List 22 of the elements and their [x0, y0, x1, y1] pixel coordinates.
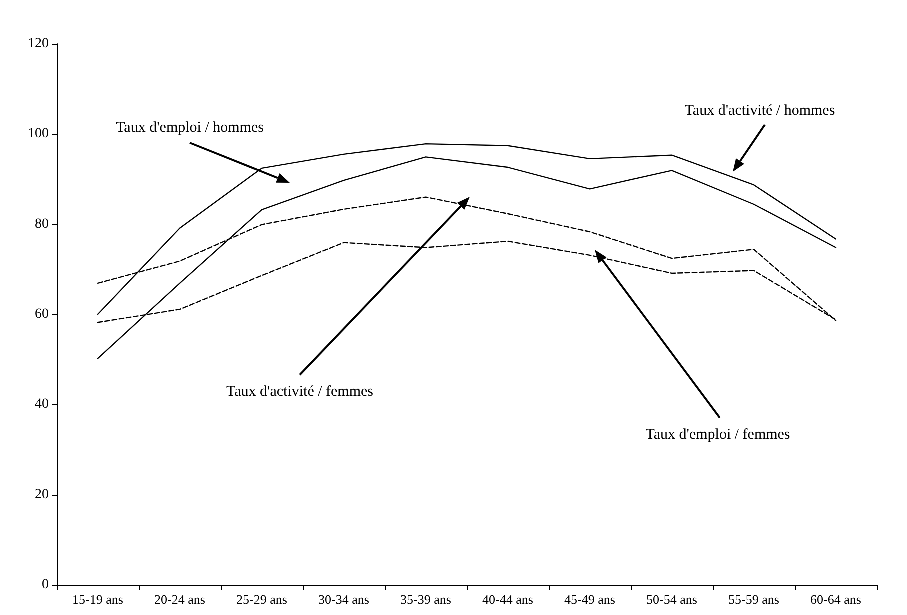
x-tick-label: 55-59 ans	[728, 592, 780, 607]
x-tick-label: 15-19 ans	[72, 592, 124, 607]
y-tick-label: 80	[35, 216, 49, 232]
x-tick-label: 25-29 ans	[236, 592, 288, 607]
text: Taux d'emploi / femmes	[646, 427, 790, 443]
text: Taux d'activité / femmes	[226, 384, 374, 400]
text: Taux d'activité / hommes	[684, 103, 836, 119]
text: Taux d'emploi / hommes	[116, 120, 264, 136]
x-tick-label: 20-24 ans	[154, 592, 206, 607]
y-tick-label: 40	[35, 397, 49, 412]
x-tick-label: 50-54 ans	[646, 592, 698, 607]
x-tick-label: 45-49 ans	[564, 592, 616, 607]
x-tick-label: 35-39 ans	[400, 592, 452, 607]
x-tick-label: 30-34 ans	[318, 592, 370, 607]
y-tick-label: 100	[28, 126, 49, 142]
line-series	[97, 156, 837, 360]
x-tick-label: 60-64 ans	[810, 592, 862, 607]
y-tick-label: 0	[42, 578, 49, 592]
y-tick-label: 120	[28, 36, 49, 52]
x-tick-label: 40-44 ans	[482, 592, 534, 607]
y-tick-label: 60	[35, 307, 49, 322]
y-tick-label: 20	[35, 487, 49, 502]
